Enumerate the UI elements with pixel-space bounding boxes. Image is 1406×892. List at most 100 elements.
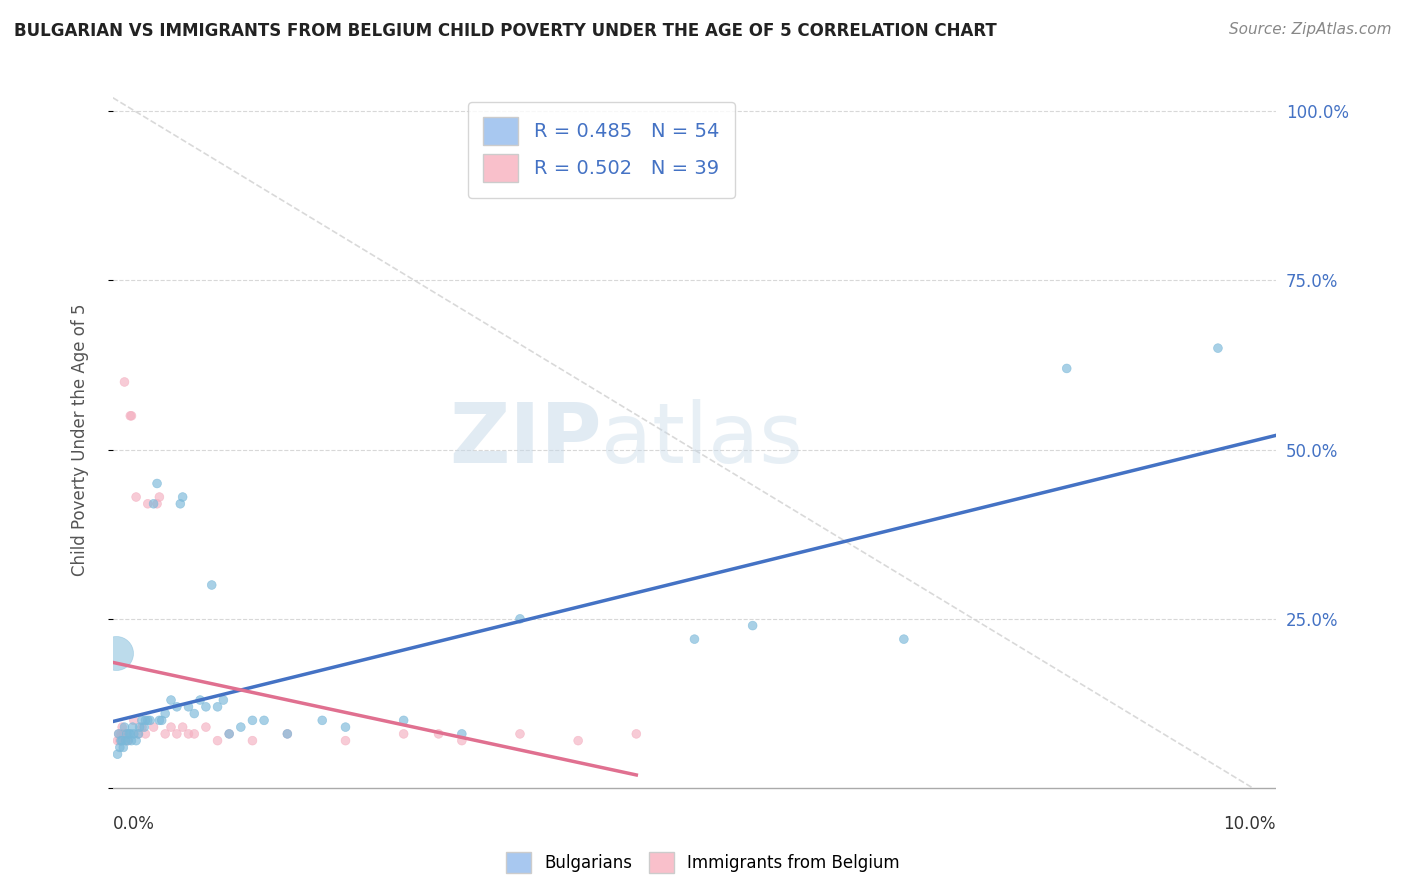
Point (172, 720, 194, 734)
Point (194, 720, 217, 734)
Point (110, 733, 132, 747)
Point (177, 699, 200, 714)
Point (169, 497, 191, 511)
Point (131, 720, 153, 734)
Point (509, 727, 531, 741)
Point (121, 733, 143, 747)
Point (127, 727, 149, 741)
Point (392, 727, 415, 741)
Point (121, 720, 143, 734)
Point (166, 699, 188, 714)
Point (201, 578, 224, 592)
Legend: R = 0.485   N = 54, R = 0.502   N = 39: R = 0.485 N = 54, R = 0.502 N = 39 (468, 102, 735, 197)
Point (107, 747, 129, 762)
Point (253, 714, 276, 728)
Point (450, 727, 472, 741)
Point (139, 714, 162, 728)
Point (127, 727, 149, 741)
Point (166, 727, 188, 741)
Point (207, 733, 229, 747)
Point (114, 375, 136, 389)
Text: atlas: atlas (602, 399, 803, 480)
Point (118, 727, 141, 741)
Text: 0.0%: 0.0% (112, 815, 155, 833)
Point (146, 497, 169, 511)
Point (108, 733, 131, 747)
Point (509, 612, 531, 626)
Point (107, 727, 129, 741)
Point (142, 497, 165, 511)
Point (117, 733, 139, 747)
Point (114, 733, 136, 747)
Point (112, 740, 135, 755)
Text: Source: ZipAtlas.com: Source: ZipAtlas.com (1229, 22, 1392, 37)
Point (183, 727, 205, 741)
Point (194, 699, 217, 714)
Point (115, 727, 138, 741)
Point (276, 727, 298, 741)
Point (105, 646, 128, 660)
Point (142, 720, 165, 734)
Point (311, 714, 333, 728)
Point (392, 714, 415, 728)
Point (153, 706, 176, 721)
Point (107, 727, 129, 741)
Point (1206, 341, 1229, 355)
Point (122, 727, 145, 741)
Point (212, 693, 235, 707)
Point (242, 733, 264, 747)
Point (131, 714, 153, 728)
Point (146, 476, 169, 491)
Text: ZIP: ZIP (449, 399, 602, 480)
Point (160, 693, 183, 707)
Point (183, 706, 205, 721)
Point (114, 720, 136, 734)
Point (276, 727, 298, 741)
Point (427, 727, 450, 741)
Point (218, 727, 240, 741)
Legend: Bulgarians, Immigrants from Belgium: Bulgarians, Immigrants from Belgium (499, 846, 907, 880)
Point (626, 727, 648, 741)
Point (120, 409, 142, 423)
Point (567, 733, 589, 747)
Point (335, 733, 357, 747)
Text: BULGARIAN VS IMMIGRANTS FROM BELGIUM CHILD POVERTY UNDER THE AGE OF 5 CORRELATIO: BULGARIAN VS IMMIGRANTS FROM BELGIUM CHI… (14, 22, 997, 40)
Point (160, 720, 183, 734)
Point (450, 733, 472, 747)
Point (148, 714, 170, 728)
Point (207, 699, 229, 714)
Point (134, 720, 156, 734)
Point (121, 409, 143, 423)
Point (128, 720, 150, 734)
Point (108, 740, 131, 755)
Point (122, 714, 145, 728)
Point (893, 632, 915, 647)
Point (136, 497, 159, 511)
Point (136, 714, 159, 728)
Point (683, 632, 706, 647)
Point (111, 733, 134, 747)
Point (112, 727, 135, 741)
Point (1056, 361, 1078, 376)
Point (177, 727, 200, 741)
Point (218, 727, 240, 741)
Point (172, 490, 194, 504)
Point (242, 714, 264, 728)
Point (229, 720, 252, 734)
Point (111, 720, 134, 734)
Point (188, 693, 211, 707)
Point (148, 490, 170, 504)
Point (114, 733, 136, 747)
Point (335, 720, 357, 734)
Point (125, 490, 148, 504)
Point (125, 733, 148, 747)
Point (120, 727, 142, 741)
Point (153, 727, 176, 741)
Point (117, 733, 139, 747)
Point (150, 714, 173, 728)
Point (110, 727, 132, 741)
Text: 10.0%: 10.0% (1223, 815, 1277, 833)
Point (741, 618, 763, 632)
Y-axis label: Child Poverty Under the Age of 5: Child Poverty Under the Age of 5 (72, 303, 89, 575)
Point (107, 733, 129, 747)
